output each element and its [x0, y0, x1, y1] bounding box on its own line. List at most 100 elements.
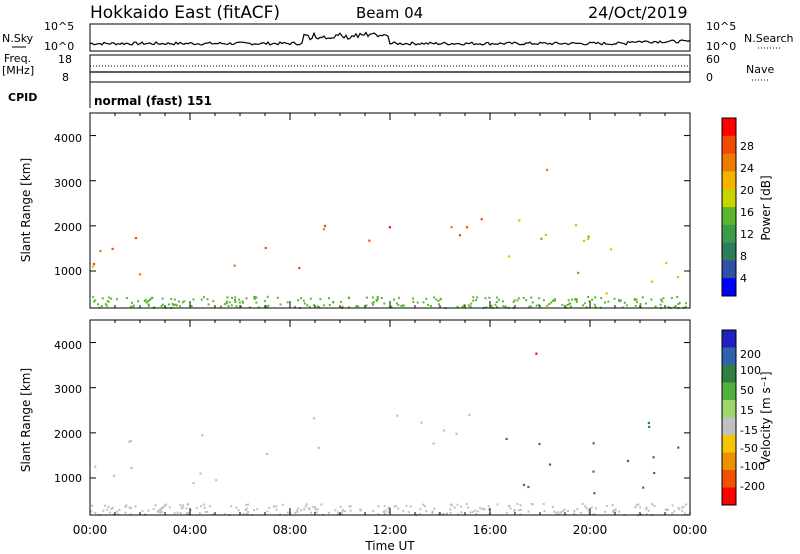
- xaxis-label: Time UT: [364, 539, 415, 553]
- heatmap-cell: [400, 305, 403, 307]
- heatmap-cell: [569, 305, 572, 308]
- heatmap-cell: [145, 301, 148, 304]
- heatmap-cell: [130, 466, 133, 470]
- heatmap-cell: [202, 503, 205, 506]
- heatmap-cell: [297, 299, 300, 302]
- heatmap-cell: [538, 304, 540, 307]
- heatmap-cell: [525, 299, 528, 302]
- heatmap-cell: [431, 510, 434, 513]
- heatmap-cell: [161, 507, 164, 509]
- heatmap-cell: [245, 507, 248, 510]
- heatmap-cell: [176, 304, 178, 307]
- heatmap-cell: [460, 511, 463, 514]
- heatmap-cell: [561, 303, 564, 306]
- heatmap-cell: [660, 298, 663, 301]
- heatmap-cell: [609, 248, 613, 251]
- velocity-frame: [89, 319, 691, 516]
- colorbar-segment: [722, 118, 736, 137]
- heatmap-cell: [328, 304, 331, 306]
- heatmap-cell: [542, 299, 545, 302]
- heatmap-cell: [365, 304, 368, 307]
- heatmap-cell: [677, 276, 680, 279]
- heatmap-cell: [482, 507, 485, 510]
- heatmap-cell: [422, 503, 425, 506]
- colorbar-frame: [721, 117, 737, 297]
- heatmap-cell: [684, 302, 687, 305]
- xtick-2000: 20:00: [573, 523, 608, 537]
- heatmap-cell: [433, 296, 436, 299]
- heatmap-cell: [566, 304, 569, 306]
- heatmap-cell: [226, 300, 228, 303]
- heatmap-cell: [181, 506, 184, 509]
- heatmap-cell: [171, 302, 174, 305]
- heatmap-cell: [111, 506, 114, 509]
- heatmap-cell: [463, 304, 466, 307]
- heatmap-cell: [102, 509, 105, 512]
- heatmap-cell: [504, 305, 507, 308]
- heatmap-cell: [673, 306, 676, 309]
- xtick-1200: 12:00: [373, 523, 408, 537]
- heatmap-cell: [148, 304, 150, 307]
- heatmap-cell: [368, 239, 371, 242]
- heatmap-cell: [305, 503, 308, 506]
- vel-cbar-tick-50: 50: [740, 384, 754, 397]
- heatmap-cell: [279, 513, 281, 516]
- heatmap-cell: [247, 511, 249, 513]
- heatmap-cell: [129, 440, 132, 443]
- heatmap-cell: [530, 296, 533, 299]
- heatmap-cell: [579, 511, 582, 514]
- heatmap-cell: [531, 301, 534, 304]
- heatmap-cell: [607, 300, 610, 303]
- heatmap-cell: [206, 298, 209, 301]
- heatmap-cell: [153, 306, 156, 309]
- heatmap-cell: [160, 305, 163, 308]
- heatmap-cell: [552, 299, 554, 302]
- power-cbar-tick-28: 28: [740, 140, 754, 153]
- colorbar-segment: [722, 452, 736, 471]
- heatmap-cell: [484, 297, 487, 300]
- heatmap-cell: [306, 304, 309, 307]
- nsearch-label: N.Search: [744, 32, 794, 45]
- heatmap-cell: [519, 504, 522, 507]
- heatmap-cell: [376, 297, 379, 300]
- heatmap-cell: [310, 511, 313, 514]
- heatmap-cell: [255, 296, 258, 299]
- colorbar-segment: [722, 487, 736, 506]
- heatmap-cell: [234, 298, 236, 301]
- heatmap-cell: [159, 511, 161, 514]
- heatmap-cell: [215, 479, 218, 482]
- velocity-ylabel: Slant Range [km]: [19, 368, 33, 472]
- heatmap-cell: [540, 237, 543, 240]
- heatmap-cell: [308, 508, 311, 511]
- heatmap-cell: [248, 306, 251, 309]
- velocity-ytick-3000: 3000: [54, 383, 82, 396]
- heatmap-cell: [132, 304, 135, 307]
- heatmap-cell: [588, 512, 591, 515]
- heatmap-cell: [476, 510, 479, 513]
- colorbar-segment: [722, 330, 736, 348]
- vel-cbar-tick-200: 200: [740, 348, 761, 361]
- heatmap-cell: [286, 301, 289, 304]
- heatmap-cell: [347, 296, 350, 299]
- heatmap-cell: [432, 442, 435, 445]
- heatmap-cell: [647, 421, 650, 425]
- heatmap-cell: [322, 228, 326, 231]
- power-ytick-4000: 4000: [54, 132, 82, 145]
- heatmap-cell: [349, 509, 352, 512]
- heatmap-cell: [332, 301, 335, 303]
- heatmap-cell: [522, 483, 526, 487]
- heatmap-cell: [173, 512, 176, 515]
- heatmap-cell: [108, 511, 111, 514]
- heatmap-cell: [265, 305, 268, 308]
- heatmap-cell: [176, 511, 179, 514]
- heatmap-cell: [172, 304, 175, 307]
- heatmap-cell: [575, 300, 578, 303]
- heatmap-cell: [147, 509, 150, 512]
- cpid-value: normal (fast) 151: [94, 94, 212, 108]
- heatmap-cell: [294, 305, 296, 308]
- heatmap-cell: [603, 301, 606, 304]
- heatmap-cell: [512, 301, 515, 303]
- heatmap-cell: [674, 305, 677, 308]
- heatmap-cell: [316, 508, 319, 511]
- colorbar-segment: [722, 278, 736, 297]
